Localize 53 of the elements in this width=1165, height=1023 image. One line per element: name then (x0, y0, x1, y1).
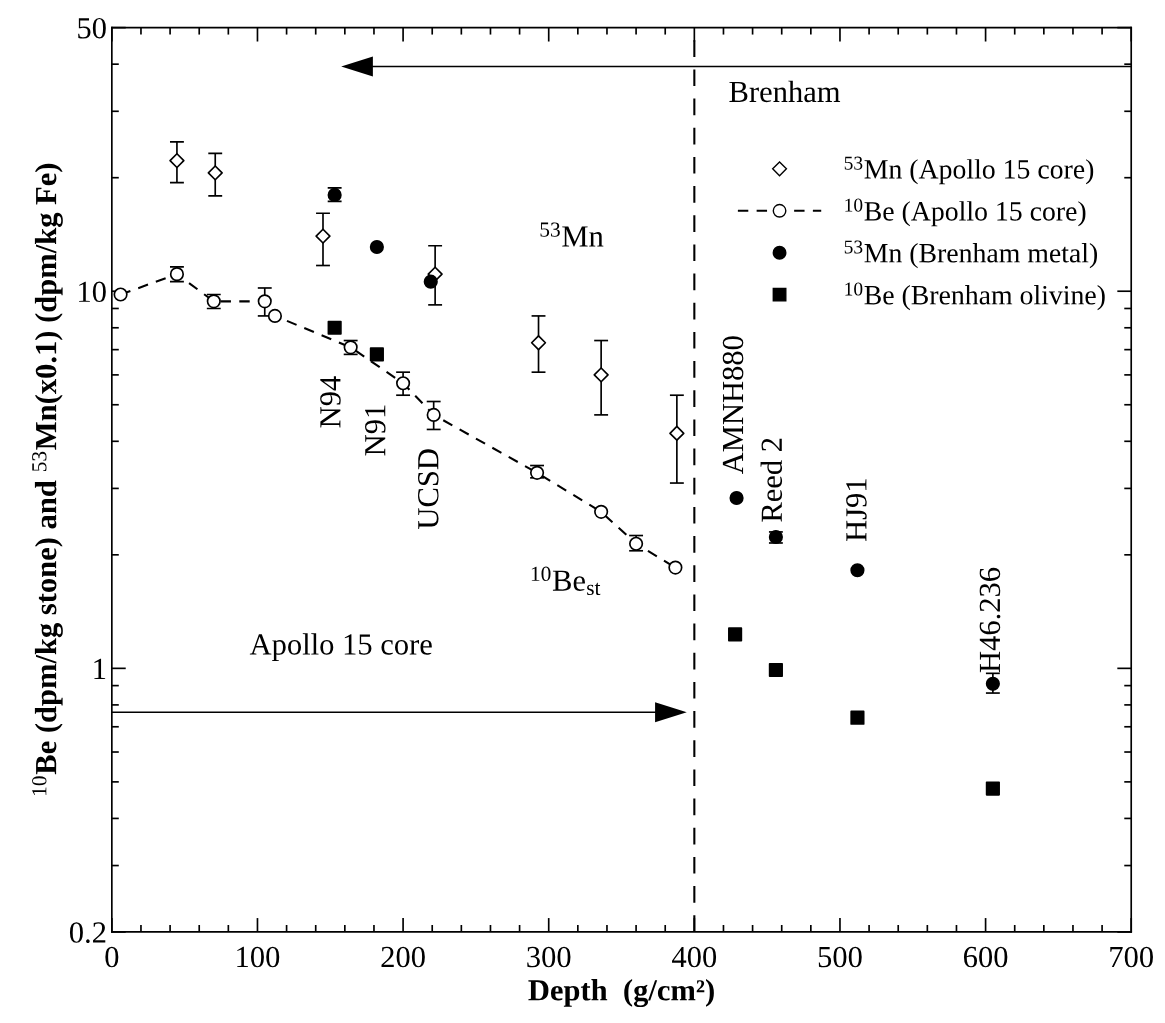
point (369, 347, 384, 362)
point (267, 308, 283, 324)
point (985, 676, 1000, 691)
y-tick-label: 1 (94, 658, 106, 679)
point (369, 239, 384, 255)
legend-label: $^{53}$Mn (Brenham metal) (844, 240, 1098, 269)
point (668, 560, 683, 575)
point (729, 490, 744, 506)
x-tick-label: 700 (1110, 946, 1153, 968)
x-axis-title: Depth (g/cm²) (528, 979, 714, 1008)
y-tick-label: 0.2 (69, 922, 106, 943)
y-axis-title: $^{10}$Be (dpm/kg stone) and $^{53}$Mn(x0.1) (dpm/kg Fe) (32, 163, 63, 795)
point (426, 407, 441, 422)
point (327, 320, 342, 335)
annotation: Brenham (729, 80, 841, 103)
point (396, 376, 411, 391)
point (530, 335, 547, 351)
point (594, 504, 609, 519)
x-tick-label: 200 (381, 946, 425, 968)
x-tick-label: 100 (237, 946, 280, 968)
point (207, 165, 223, 181)
x-tick-label: 300 (527, 946, 571, 968)
annotation: N94 (320, 376, 341, 428)
point (257, 294, 272, 309)
y-tick-label: 50 (78, 17, 106, 39)
annotation: UCSD (418, 449, 439, 529)
annotation: H46.236 (979, 567, 1001, 673)
point (113, 287, 128, 302)
legend-label: $^{10}$Be (Apollo 15 core) (845, 198, 1086, 227)
y-tick-label: 10 (79, 281, 106, 303)
point (728, 627, 743, 642)
point (593, 367, 609, 383)
point (315, 228, 331, 244)
annotation: Apollo 15 core (249, 633, 432, 661)
annotation: Reed 2 (760, 438, 783, 522)
point (768, 662, 783, 678)
annotation: AMNH880 (722, 336, 744, 475)
annotation: HJ91 (846, 479, 867, 542)
x-tick-label: 400 (672, 946, 717, 968)
point (985, 781, 1000, 796)
point (169, 152, 185, 169)
point (423, 274, 438, 289)
annotation: $^{53}$Mn (540, 222, 604, 247)
point (850, 563, 865, 578)
point (669, 425, 685, 442)
annotation: N91 (365, 405, 386, 456)
point (850, 710, 865, 725)
annotation: $^{10}$Be$_{st}$ (531, 566, 601, 596)
legend-label: $^{10}$Be (Brenham olivine) (845, 282, 1105, 311)
x-tick-label: 0 (105, 946, 119, 968)
x-tick-label: 500 (818, 946, 862, 968)
legend-label: $^{53}$Mn (Apollo 15 core) (844, 156, 1094, 185)
x-tick-label: 600 (963, 946, 1008, 968)
